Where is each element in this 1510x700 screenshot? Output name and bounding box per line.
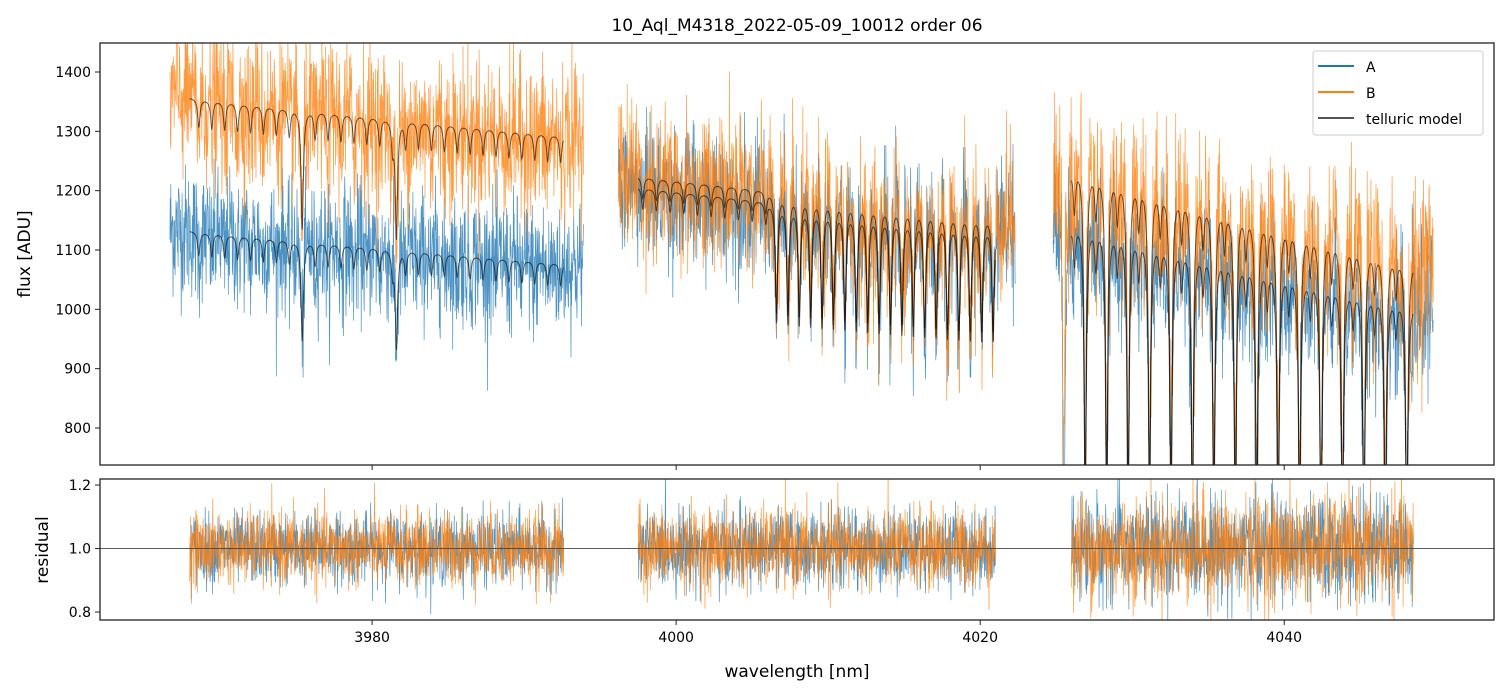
flux-ylabel: flux [ADU] <box>15 210 35 297</box>
residual-y-tick-label: 0.8 <box>69 605 91 621</box>
flux-y-tick-label: 1300 <box>55 124 91 140</box>
residual-y-tick-label: 1.2 <box>69 478 91 494</box>
x-tick-label: 4040 <box>1266 630 1302 646</box>
legend-label-a: A <box>1366 60 1376 76</box>
telluric-model-a-segment-2 <box>637 188 996 343</box>
series-b-segment-1 <box>169 43 584 271</box>
flux-axes-frame <box>99 42 1495 466</box>
telluric-model-a-segment-1 <box>189 231 564 350</box>
flux-panel-data <box>169 43 1434 465</box>
flux-y-tick-label: 1100 <box>55 243 91 259</box>
x-tick-label: 4020 <box>962 630 998 646</box>
flux-y-tick-label: 900 <box>64 362 91 378</box>
telluric-model-b-segment-3 <box>1070 180 1414 465</box>
residual-b-segment-1 <box>189 482 565 605</box>
residual-panel-data <box>100 479 1494 620</box>
flux-y-tick-label: 800 <box>64 421 91 437</box>
legend-box <box>1312 50 1484 136</box>
chart-title: 10_Aql_M4318_2022-05-09_10012 order 06 <box>611 16 982 36</box>
flux-y-tick-label: 1200 <box>55 184 91 200</box>
series-b-segment-3 <box>1052 92 1434 465</box>
x-tick-label: 3980 <box>354 630 390 646</box>
residual-b-segment-2 <box>637 479 996 611</box>
legend-label-telluric: telluric model <box>1366 112 1462 128</box>
residual-y-tick-label: 1.0 <box>69 542 91 558</box>
flux-y-tick-label: 1000 <box>55 302 91 318</box>
residual-b-segment-3 <box>1071 479 1414 620</box>
legend: A B telluric model <box>1312 50 1484 136</box>
telluric-model-b-segment-1 <box>189 98 564 240</box>
telluric-model-b-segment-2 <box>637 177 996 333</box>
residual-axes-frame <box>99 478 1495 621</box>
x-axis-label: wavelength [nm] <box>724 662 869 682</box>
x-tick-label: 4000 <box>658 630 694 646</box>
flux-y-tick-label: 1400 <box>55 65 91 81</box>
legend-label-b: B <box>1366 86 1376 102</box>
axes: 3980 4000 4020 4040 800 900 1000 1100 1200 1300 14… <box>55 65 1302 646</box>
residual-ylabel: residual <box>33 516 53 583</box>
telluric-model-a-segment-3 <box>1070 235 1414 465</box>
